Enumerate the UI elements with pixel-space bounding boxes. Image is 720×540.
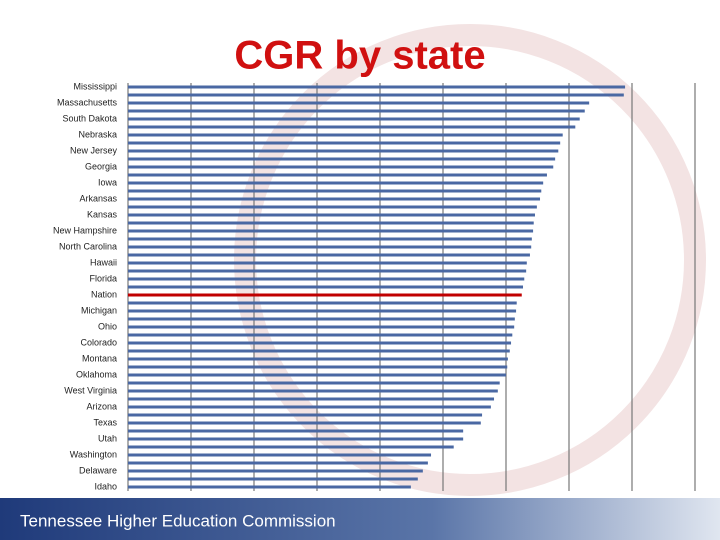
footer-text: Tennessee Higher Education Commission [20, 511, 336, 530]
y-tick-label: Georgia [85, 161, 117, 171]
bar [128, 429, 464, 433]
bar [128, 437, 464, 441]
bar [128, 421, 481, 425]
bar [128, 285, 524, 289]
bar [128, 469, 423, 473]
bar [128, 141, 561, 145]
bar [128, 253, 530, 257]
bar [128, 277, 525, 281]
y-tick-label: Utah [98, 433, 117, 443]
chart-title: CGR by state [234, 34, 485, 78]
bar [128, 157, 556, 161]
bar [128, 149, 559, 153]
bar [128, 93, 624, 97]
bar [128, 453, 432, 457]
bar [128, 309, 517, 313]
bar [128, 333, 513, 337]
bar [128, 397, 495, 401]
bar [128, 109, 585, 113]
y-tick-label: Arizona [86, 401, 117, 411]
bar [128, 189, 542, 193]
bar [128, 85, 626, 89]
y-tick-label: New Hampshire [53, 225, 117, 235]
y-tick-label: Colorado [80, 337, 117, 347]
bar [128, 213, 535, 217]
bar [128, 461, 428, 465]
bar [128, 357, 508, 361]
bar [128, 197, 541, 201]
y-tick-label: Michigan [81, 305, 117, 315]
bar [128, 125, 576, 129]
y-tick-label: Ohio [98, 321, 117, 331]
bar [128, 205, 537, 209]
bar [128, 237, 532, 241]
y-tick-label: West Virginia [64, 385, 117, 395]
bar [128, 293, 522, 297]
y-tick-label: Mississippi [73, 81, 117, 91]
bar [128, 269, 527, 273]
y-tick-label: Kansas [87, 209, 118, 219]
y-tick-label: South Dakota [62, 113, 117, 123]
bar [128, 485, 411, 489]
bar [128, 245, 532, 249]
y-tick-label: Washington [70, 449, 117, 459]
bar [128, 381, 500, 385]
footer-bar [0, 498, 720, 540]
y-tick-label: North Carolina [59, 241, 117, 251]
y-tick-label: Nation [91, 289, 117, 299]
y-tick-label: Oklahoma [76, 369, 117, 379]
bar [128, 349, 510, 353]
bar [128, 261, 527, 265]
bar [128, 173, 547, 177]
bar [128, 165, 554, 169]
y-tick-label: New Jersey [70, 145, 118, 155]
y-tick-label: Florida [89, 273, 117, 283]
bar [128, 117, 580, 121]
bar [128, 101, 590, 105]
bar [128, 301, 517, 305]
bar [128, 373, 506, 377]
y-tick-label: Iowa [98, 177, 117, 187]
plot: Mississippi Massachusetts South Dakota Nebr… [53, 81, 696, 491]
y-tick-label: Arkansas [79, 193, 117, 203]
y-tick-label: Nebraska [78, 129, 117, 139]
y-tick-label: Massachusetts [57, 97, 118, 107]
y-tick-label: Idaho [94, 481, 117, 491]
y-tick-label: Hawaii [90, 257, 117, 267]
bar [128, 133, 563, 137]
bar [128, 221, 534, 225]
bar [128, 317, 515, 321]
bar [128, 229, 534, 233]
y-tick-label: Delaware [79, 465, 117, 475]
y-tick-label: Montana [82, 353, 117, 363]
y-tick-label: Texas [93, 417, 117, 427]
bar [128, 365, 508, 369]
bar [128, 325, 515, 329]
bar [128, 445, 454, 449]
bar [128, 181, 544, 185]
bar [128, 405, 491, 409]
bar [128, 341, 512, 345]
bar [128, 413, 483, 417]
bar [128, 389, 498, 393]
bar [128, 477, 418, 481]
